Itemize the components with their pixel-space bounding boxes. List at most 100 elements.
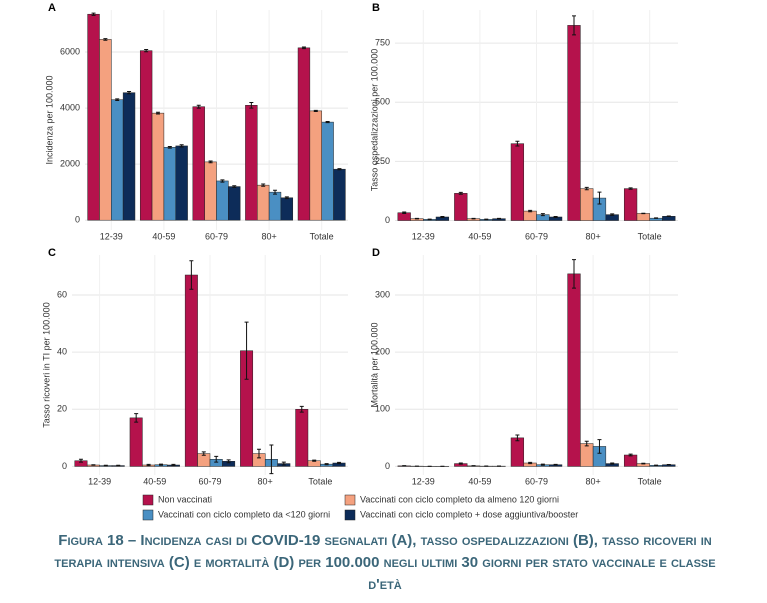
error-bar <box>301 46 306 50</box>
error-bar <box>628 187 633 190</box>
error-bar <box>458 462 463 465</box>
error-bar <box>214 455 219 463</box>
y-tick-label: 500 <box>375 97 390 107</box>
legend-label: Non vaccinati <box>158 494 212 504</box>
error-bar <box>103 464 108 467</box>
bar <box>245 105 258 221</box>
bar <box>523 210 537 221</box>
bar <box>580 443 594 467</box>
error-bar <box>146 463 151 467</box>
error-bar <box>571 15 576 36</box>
x-tick-label: Totale <box>638 231 662 241</box>
error-bar <box>337 168 342 171</box>
bar <box>636 213 650 221</box>
error-bar <box>515 140 520 147</box>
y-axis-label: Mortalità per 100.000 <box>369 322 379 407</box>
bar <box>510 143 525 221</box>
x-tick-label: Totale <box>638 476 662 486</box>
y-tick-label: 250 <box>375 156 390 166</box>
error-bar <box>610 462 615 465</box>
error-bar <box>249 101 254 109</box>
bar <box>87 13 100 221</box>
error-bar <box>540 463 545 466</box>
x-tick-label: 40-59 <box>468 231 491 241</box>
error-bar <box>226 459 231 464</box>
error-bar <box>610 213 615 216</box>
error-bar <box>159 463 164 466</box>
error-bar <box>116 464 121 467</box>
error-bar <box>312 459 317 462</box>
y-tick-label: 750 <box>375 37 390 47</box>
y-tick-label: 60 <box>57 289 67 299</box>
bar <box>192 106 205 221</box>
legend-swatch <box>344 509 356 521</box>
x-tick-label: 12-39 <box>412 476 435 486</box>
error-bar <box>284 196 289 200</box>
panel-letter: A <box>48 2 56 14</box>
x-tick-label: 80+ <box>258 476 273 486</box>
x-tick-label: 60-79 <box>205 231 228 241</box>
error-bar <box>528 209 533 213</box>
x-tick-label: 12-39 <box>412 231 435 241</box>
error-bar <box>299 405 304 413</box>
bar <box>623 188 638 221</box>
panel-letter: C <box>48 247 56 259</box>
x-tick-label: 12-39 <box>100 231 123 241</box>
x-tick-label: 40-59 <box>143 476 166 486</box>
x-tick-label: 80+ <box>261 231 276 241</box>
bar <box>129 417 143 467</box>
error-bar <box>628 453 633 457</box>
panel-letter: B <box>372 2 380 14</box>
bar <box>295 409 309 467</box>
error-bar <box>269 444 274 475</box>
legend-label: Vaccinati con ciclo completo da almeno 1… <box>360 494 559 504</box>
error-bar <box>127 91 132 95</box>
y-tick-label: 0 <box>75 215 80 225</box>
error-bar <box>325 121 330 124</box>
error-bar <box>171 463 176 467</box>
y-tick-label: 0 <box>385 461 390 471</box>
legend-label: Vaccinati con ciclo completo da <120 gio… <box>158 509 330 519</box>
x-tick-label: 80+ <box>585 476 600 486</box>
bar <box>175 145 188 221</box>
y-tick-label: 300 <box>375 289 390 299</box>
error-bar <box>313 109 318 112</box>
error-bar <box>256 448 261 459</box>
bar <box>268 191 282 221</box>
error-bar <box>201 451 206 456</box>
error-bar <box>196 104 201 109</box>
error-bar <box>155 111 160 115</box>
bar <box>151 112 165 221</box>
bar <box>111 99 124 221</box>
error-bar <box>515 434 520 442</box>
error-bar <box>597 439 602 454</box>
error-bar <box>91 12 96 16</box>
legend-label: Vaccinati con ciclo completo + dose aggi… <box>360 509 578 519</box>
y-tick-label: 40 <box>57 347 67 357</box>
bar <box>567 25 581 221</box>
y-tick-label: 6000 <box>60 46 80 56</box>
error-bar <box>103 38 108 41</box>
error-bar <box>641 462 646 465</box>
x-tick-label: 80+ <box>585 231 600 241</box>
bar <box>623 454 638 467</box>
bar <box>216 180 229 221</box>
bar <box>204 161 217 221</box>
y-tick-label: 0 <box>62 461 67 471</box>
bar <box>297 47 311 221</box>
error-bar <box>189 260 194 290</box>
caption: Figura 18 – Incidenza casi di COVID-19 s… <box>54 532 716 593</box>
error-bar <box>167 145 172 149</box>
bar <box>257 184 270 221</box>
error-bar <box>440 216 445 218</box>
error-bar <box>337 461 342 465</box>
x-tick-label: 12-39 <box>88 476 111 486</box>
error-bar <box>324 463 329 466</box>
bar <box>454 193 468 221</box>
bar <box>184 274 198 467</box>
x-tick-label: 60-79 <box>525 231 548 241</box>
error-bar <box>571 259 576 289</box>
error-bar <box>220 179 225 183</box>
y-axis-label: Tasso ricoveri in TI per 100.000 <box>41 302 51 427</box>
